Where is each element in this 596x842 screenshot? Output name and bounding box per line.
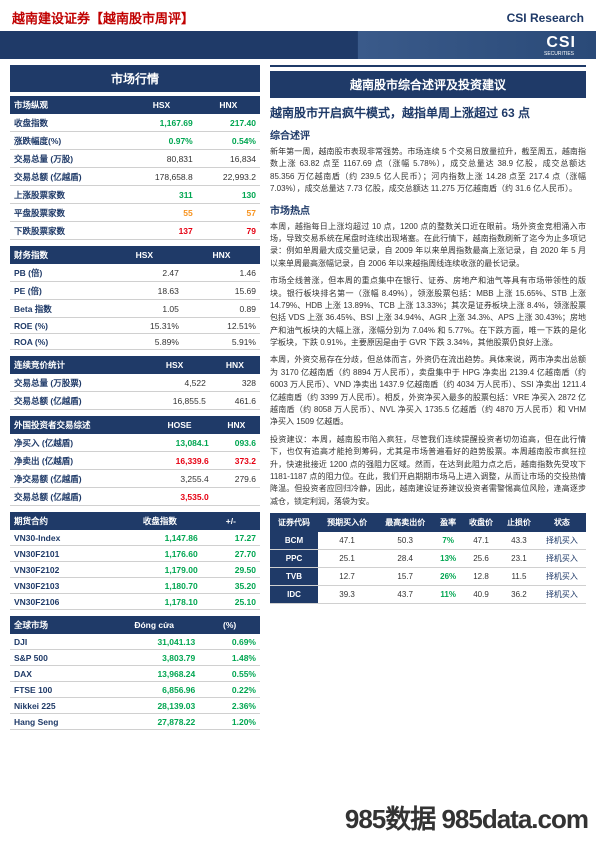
foreign-investor-table: 外国投资者交易综述HOSEHNX净买入 (亿越盾)13,084.1093.6净卖… — [10, 416, 260, 506]
paragraph-1: 新年第一周，越南股市表现非常强势。市场连续 5 个交易日放量拉升，截至周五，越南… — [270, 146, 586, 196]
paragraph-4: 本周，外资交易存在分歧，但总体而言，外资仍在流出趋势。具体来说，两市净卖出总额为… — [270, 354, 586, 428]
financial-index-table: 财务指数HSXHNXPB (倍)2.471.46PE (倍)18.6315.69… — [10, 246, 260, 350]
paragraph-2: 本周，越指每日上涨均超过 10 点，1200 点的整数关口近在眼前。场外资金竞相… — [270, 221, 586, 271]
article-title: 越南股市开启疯牛模式，越指单周上涨超过 63 点 — [270, 104, 586, 121]
banner: CSI SECURITIES — [0, 31, 596, 59]
stock-rec-table: 证券代码预期买入价最高卖出价盈率收盘价止损价状态BCM47.150.37%47.… — [270, 513, 586, 604]
doc-title-left: 越南建设证券【越南股市周评】 — [12, 8, 194, 27]
left-section-title: 市场行情 — [10, 65, 260, 92]
doc-title-right: CSI Research — [507, 11, 584, 25]
logo-sub: SECURITIES — [544, 51, 574, 57]
sub-title-2: 市场热点 — [270, 202, 586, 217]
futures-table: 期货合约收盘指数+/-VN30-Index1,147.8617.27VN30F2… — [10, 512, 260, 610]
market-overview-table: 市场纵观HSXHNX收盘指数1,167.69217.40涨跌幅度(%)0.97%… — [10, 96, 260, 240]
sub-title-1: 综合述评 — [270, 127, 586, 142]
global-market-table: 全球市场Đóng cửa(%)DJI31,041.130.69%S&P 5003… — [10, 616, 260, 730]
paragraph-5: 投资建议：本周，越南股市陷入疯狂，尽管我们连续提醒投资者切勿追高，但在此行情下，… — [270, 434, 586, 508]
right-section-title: 越南股市综合述评及投资建议 — [270, 71, 586, 98]
paragraph-3: 市场全线普涨，但本周的重点集中在银行、证券、房地产和油气等具有市场带领性的版块。… — [270, 275, 586, 349]
auction-stats-table: 连续竞价统计HSXHNX交易总量 (万股票)4,522328交易总额 (亿越盾)… — [10, 356, 260, 410]
watermark: 985数据 985data.com — [345, 799, 588, 836]
logo: CSI — [546, 34, 576, 52]
